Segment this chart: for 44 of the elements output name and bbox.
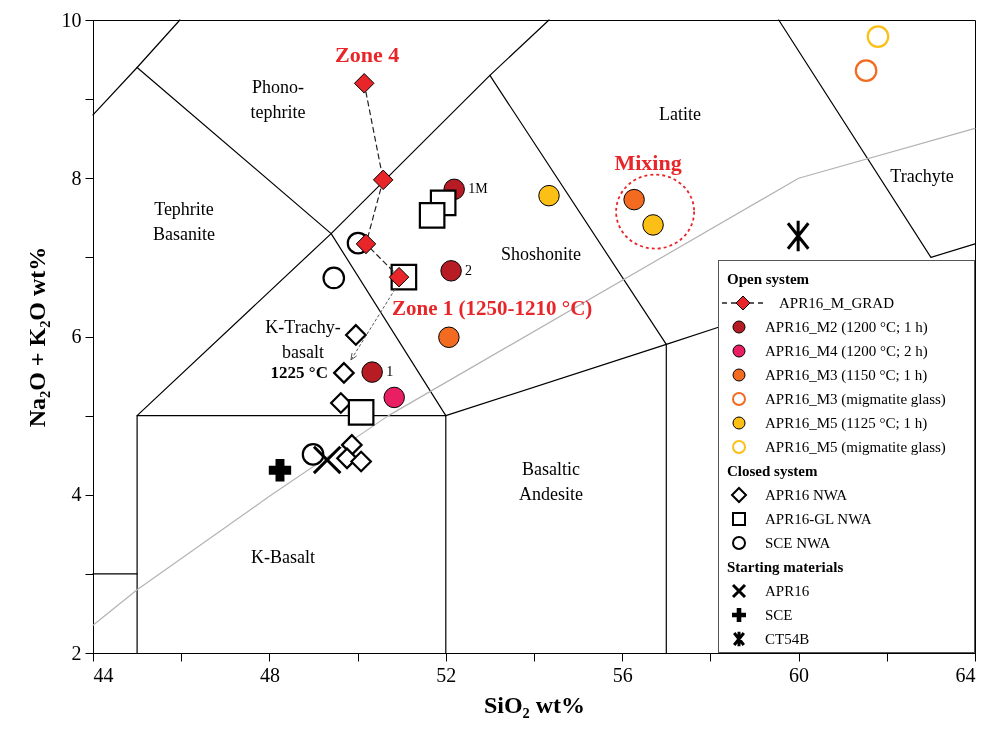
y-tick-label: 8 bbox=[71, 166, 82, 189]
annotation: 1225 °C bbox=[270, 362, 328, 382]
legend-label: CT54B bbox=[765, 630, 810, 649]
legend-label: APR16_M3 (migmatite glass) bbox=[765, 390, 946, 409]
x-tick-label: 64 bbox=[955, 663, 976, 686]
annotation: Shoshonite bbox=[500, 244, 582, 264]
legend-label: APR16 bbox=[765, 582, 810, 601]
annotation: Starting materials bbox=[727, 558, 845, 577]
legend-label: APR16_M_GRAD bbox=[779, 294, 895, 313]
annotation: 1 bbox=[386, 364, 394, 380]
annotation: K-Trachy- basalt bbox=[265, 317, 341, 362]
annotation: Basaltic Andesite bbox=[519, 459, 583, 504]
annotation: 1M bbox=[468, 181, 489, 197]
annotation: Zone 1 (1250-1210 °C) bbox=[392, 296, 593, 321]
x-tick-label: 52 bbox=[436, 663, 457, 686]
annotation: Open system bbox=[727, 270, 811, 289]
legend-label: SCE bbox=[765, 606, 793, 625]
annotation: Closed system bbox=[727, 462, 819, 481]
x-tick-label: 56 bbox=[612, 663, 633, 686]
x-axis-title: SiO₂ wt% bbox=[483, 691, 586, 718]
legend-label: APR16_M5 (migmatite glass) bbox=[765, 438, 946, 457]
annotation: Tephrite Basanite bbox=[153, 199, 215, 244]
y-tick-label: 6 bbox=[71, 325, 82, 347]
legend-label: APR16_M3 (1150 °C; 1 h) bbox=[765, 366, 928, 385]
annotation: Latite bbox=[659, 104, 701, 124]
y-tick-label: 2 bbox=[71, 641, 82, 664]
annotation: Mixing bbox=[614, 149, 682, 175]
y-tick-label: 4 bbox=[71, 483, 82, 506]
annotation: 2 bbox=[465, 262, 473, 278]
y-axis-title: Na₂O + K₂O wt% bbox=[23, 246, 50, 428]
legend-label: APR16_M4 (1200 °C; 2 h) bbox=[765, 342, 928, 361]
x-tick-label: 48 bbox=[259, 663, 280, 686]
annotation: K-Basalt bbox=[251, 547, 315, 567]
legend-label: APR16 NWA bbox=[765, 486, 848, 505]
legend-label: APR16_M2 (1200 °C; 1 h) bbox=[765, 318, 928, 337]
legend-label: APR16_M5 (1125 °C; 1 h) bbox=[765, 414, 928, 433]
y-tick-label: 10 bbox=[61, 8, 82, 31]
annotation: Phono- tephrite bbox=[250, 77, 306, 122]
legend-label: SCE NWA bbox=[765, 534, 831, 553]
annotation: Trachyte bbox=[890, 166, 954, 186]
annotation: Zone 4 bbox=[335, 42, 400, 68]
x-tick-label: 44 bbox=[93, 663, 114, 686]
legend-label: APR16-GL NWA bbox=[765, 510, 872, 529]
x-tick-label: 60 bbox=[789, 663, 810, 686]
